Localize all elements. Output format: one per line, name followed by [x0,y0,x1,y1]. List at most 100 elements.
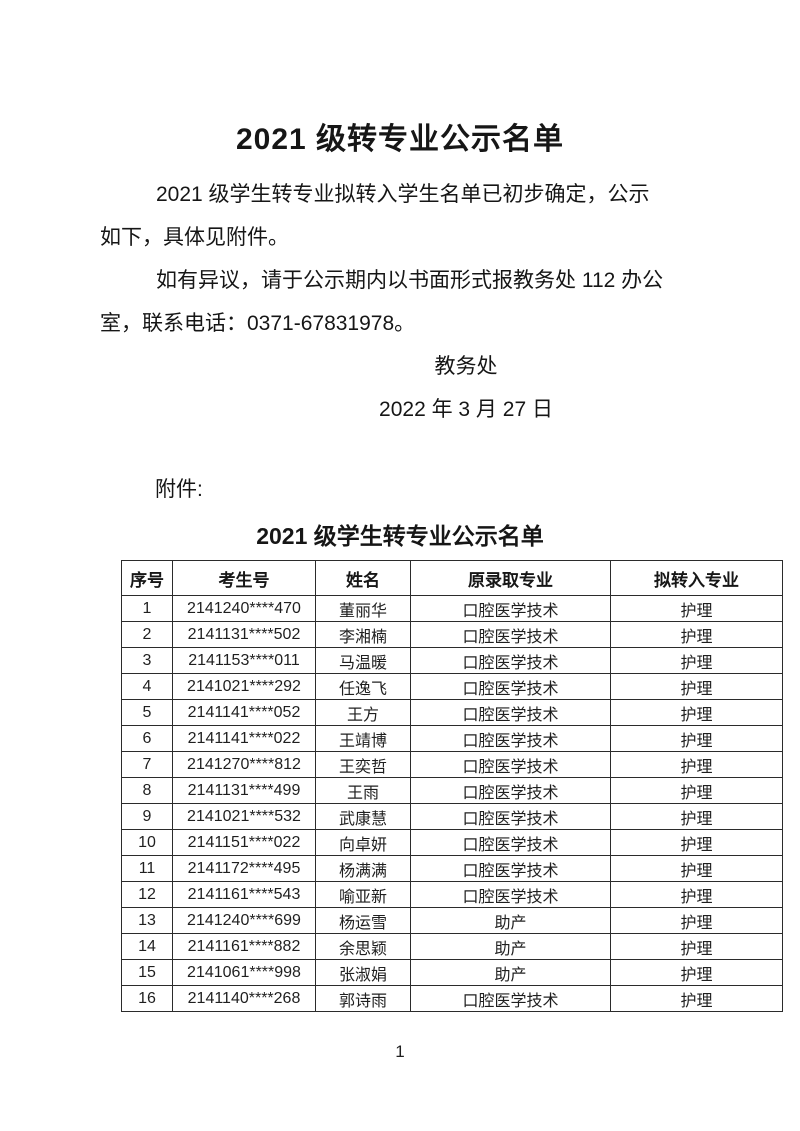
table-cell: 2141161****543 [172,881,316,908]
table-cell: 向卓妍 [315,829,411,856]
column-header-index: 序号 [121,560,173,596]
table-row: 2 2141131****502 李湘楠 口腔医学技术 护理 [121,621,783,648]
table-cell: 董丽华 [315,595,411,622]
table-cell: 5 [121,699,173,726]
table-cell: 13 [121,907,173,934]
paragraph: 2021 级学生转专业拟转入学生名单已初步确定，公示 如下，具体见附件。 [100,173,696,259]
table-cell: 2141240****470 [172,595,316,622]
table-cell: 张淑娟 [315,959,411,986]
table-cell: 任逸飞 [315,673,411,700]
signature-department: 教务处 [434,355,498,378]
table-cell: 2141151****022 [172,829,316,856]
table-cell: 2141270****812 [172,751,316,778]
document-body: 2021 级学生转专业拟转入学生名单已初步确定，公示 如下，具体见附件。 如有异… [100,173,696,345]
table-row: 4 2141021****292 任逸飞 口腔医学技术 护理 [121,673,783,700]
page-number: 1 [395,1042,405,1061]
table-cell: 2141153****011 [172,647,316,674]
table-cell: 喻亚新 [315,881,411,908]
table-cell: 2141141****052 [172,699,316,726]
paragraph: 如有异议，请于公示期内以书面形式报教务处 112 办公 室，联系电话：0371-… [100,259,696,345]
table-row: 10 2141151****022 向卓妍 口腔医学技术 护理 [121,829,783,856]
table-row: 9 2141021****532 武康慧 口腔医学技术 护理 [121,803,783,830]
table-cell: 助产 [410,933,611,960]
table-cell: 6 [121,725,173,752]
table-cell: 护理 [610,855,783,882]
table-cell: 2141141****022 [172,725,316,752]
table-row: 5 2141141****052 王方 口腔医学技术 护理 [121,699,783,726]
table-cell: 马温暖 [315,647,411,674]
table-cell: 2141172****495 [172,855,316,882]
table-cell: 2 [121,621,173,648]
column-header-exam-number: 考生号 [172,560,316,596]
table-cell: 口腔医学技术 [410,621,611,648]
table-cell: 郭诗雨 [315,985,411,1012]
attachment-label: 附件: [155,478,203,501]
table-row: 16 2141140****268 郭诗雨 口腔医学技术 护理 [121,985,783,1012]
table-cell: 李湘楠 [315,621,411,648]
table-cell: 王奕哲 [315,751,411,778]
table-body: 1 2141240****470 董丽华 口腔医学技术 护理 2 2141131****50… [121,595,783,1012]
table-cell: 2141131****502 [172,621,316,648]
table-cell: 王靖博 [315,725,411,752]
table-cell: 护理 [610,647,783,674]
table-cell: 口腔医学技术 [410,647,611,674]
table-cell: 助产 [410,907,611,934]
table-cell: 护理 [610,725,783,752]
table-row: 3 2141153****011 马温暖 口腔医学技术 护理 [121,647,783,674]
table-cell: 口腔医学技术 [410,751,611,778]
table-cell: 护理 [610,751,783,778]
table-row: 8 2141131****499 王雨 口腔医学技术 护理 [121,777,783,804]
table-cell: 2141021****292 [172,673,316,700]
table-cell: 王方 [315,699,411,726]
table-cell: 杨运雪 [315,907,411,934]
document-title: 2021 级转专业公示名单 [235,123,565,156]
table-cell: 护理 [610,881,783,908]
table-cell: 9 [121,803,173,830]
signature-block: 教务处 2022 年 3 月 27 日 [132,345,800,431]
table-cell: 口腔医学技术 [410,777,611,804]
table-cell: 杨满满 [315,855,411,882]
table-cell: 护理 [610,803,783,830]
table-cell: 护理 [610,907,783,934]
table-cell: 护理 [610,595,783,622]
table-cell: 15 [121,959,173,986]
table-cell: 口腔医学技术 [410,699,611,726]
table-cell: 7 [121,751,173,778]
table-cell: 口腔医学技术 [410,725,611,752]
table-cell: 2141140****268 [172,985,316,1012]
column-header-name: 姓名 [315,560,411,596]
table-cell: 王雨 [315,777,411,804]
table-cell: 2141131****499 [172,777,316,804]
table-row: 1 2141240****470 董丽华 口腔医学技术 护理 [121,595,783,622]
table-cell: 2141240****699 [172,907,316,934]
table-cell: 口腔医学技术 [410,673,611,700]
table-cell: 11 [121,855,173,882]
paragraph-line: 室，联系电话：0371-67831978。 [100,312,416,335]
table-cell: 4 [121,673,173,700]
table-cell: 护理 [610,699,783,726]
table-cell: 余思颖 [315,933,411,960]
table-row: 13 2141240****699 杨运雪 助产 护理 [121,907,783,934]
column-header-original-major: 原录取专业 [410,560,611,596]
table-row: 7 2141270****812 王奕哲 口腔医学技术 护理 [121,751,783,778]
table-cell: 护理 [610,777,783,804]
table-cell: 2141061****998 [172,959,316,986]
table-cell: 12 [121,881,173,908]
table-cell: 武康慧 [315,803,411,830]
table-row: 12 2141161****543 喻亚新 口腔医学技术 护理 [121,881,783,908]
table-cell: 护理 [610,673,783,700]
signature-date: 2022 年 3 月 27 日 [379,398,553,421]
table-cell: 护理 [610,933,783,960]
table-cell: 护理 [610,985,783,1012]
table-cell: 10 [121,829,173,856]
table-cell: 14 [121,933,173,960]
table-cell: 护理 [610,959,783,986]
table-cell: 3 [121,647,173,674]
paragraph-line: 如有异议，请于公示期内以书面形式报教务处 112 办公 [156,269,664,292]
table-row: 14 2141161****882 余思颖 助产 护理 [121,933,783,960]
table-cell: 口腔医学技术 [410,985,611,1012]
table-cell: 口腔医学技术 [410,855,611,882]
table-row: 11 2141172****495 杨满满 口腔医学技术 护理 [121,855,783,882]
table-cell: 2141021****532 [172,803,316,830]
